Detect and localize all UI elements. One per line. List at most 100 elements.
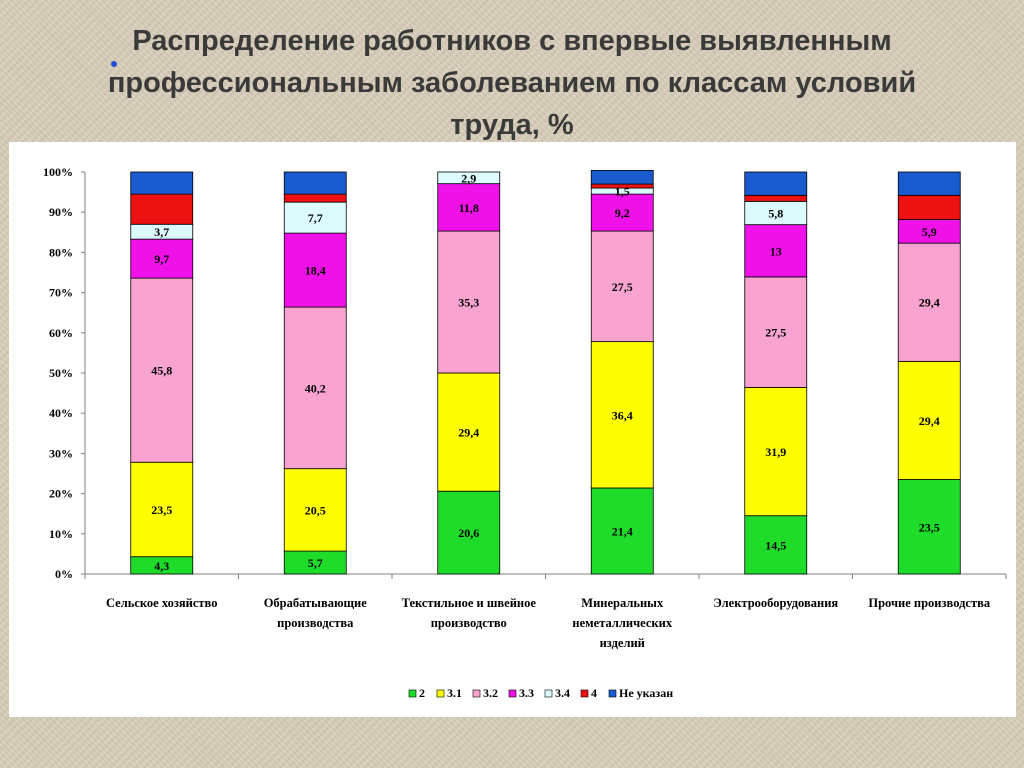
y-tick-label: 90% [49, 205, 73, 219]
data-label: 18,4 [305, 264, 326, 278]
legend-swatch [408, 689, 417, 698]
bar-segment [590, 193, 654, 232]
data-label: 14,5 [765, 538, 786, 552]
bar-segment [283, 306, 347, 470]
legend-entry-label: 3.1 [447, 686, 462, 700]
bar-segment [590, 230, 654, 343]
category-label: Обрабатывающие [264, 596, 368, 610]
data-label: 20,5 [305, 503, 326, 517]
data-label: 7,7 [308, 211, 323, 225]
category-label: производство [431, 616, 507, 630]
legend-entry-label: 4 [591, 686, 597, 700]
category-label: Прочие производства [868, 596, 990, 610]
data-label: 45,8 [151, 364, 172, 378]
bar-segment [130, 171, 194, 195]
bar-segment [744, 515, 808, 575]
data-label: 35,3 [458, 296, 479, 310]
bar-segment [744, 224, 808, 278]
data-label: 20,6 [458, 526, 479, 540]
y-tick-label: 100% [43, 165, 73, 179]
category-label: производства [277, 616, 354, 630]
data-label: 9,2 [615, 206, 630, 220]
data-label: 2,9 [461, 171, 476, 185]
data-label: 5,9 [922, 225, 937, 239]
category-label: Сельское хозяйство [106, 596, 217, 610]
bar-segment [283, 193, 347, 203]
bar-segment [130, 461, 194, 558]
bar-segment [130, 238, 194, 279]
data-label: 11,8 [459, 201, 479, 215]
data-label: 13 [770, 244, 782, 258]
category-label: Минеральных [581, 596, 664, 610]
bar-segment [744, 387, 808, 517]
y-tick-label: 30% [49, 446, 73, 460]
bar-segment [283, 201, 347, 234]
bar-segment [590, 341, 654, 489]
data-label: 3,7 [154, 225, 169, 239]
title-line-3: труда, % [450, 109, 574, 141]
chart-panel: 0% 10% 20% 30% 40% 50% 60% 70% 80% 90% 100% 4,3 23,5… [9, 142, 1016, 717]
bar-segment [744, 194, 808, 202]
data-label: 23,5 [151, 503, 172, 517]
category-label: неметаллических [572, 616, 672, 630]
legend-swatch [608, 689, 617, 698]
y-tick-label: 0% [55, 567, 73, 581]
data-label: 5,8 [768, 207, 783, 221]
y-tick-label: 70% [49, 286, 73, 300]
bar-segment [283, 468, 347, 552]
data-label: 21,4 [612, 524, 633, 538]
bar-segment [744, 276, 808, 388]
category-label: Электрооборудования [713, 596, 838, 610]
data-label: 36,4 [612, 408, 633, 422]
bar-segment [437, 230, 501, 374]
legend-entry-label: 3.4 [555, 686, 570, 700]
y-tick-label: 50% [49, 366, 73, 380]
data-label: 27,5 [612, 280, 633, 294]
title-line-2: профессиональным заболеванием по классам… [107, 67, 917, 99]
data-label: 31,9 [765, 445, 786, 459]
data-label: 29,4 [919, 296, 940, 310]
data-label: 40,2 [305, 381, 326, 395]
bar-segment [437, 183, 501, 232]
decorative-dot [111, 61, 117, 67]
bar-segment [897, 242, 961, 362]
category-label: Текстильное и швейное [402, 596, 537, 610]
title-line-1: Распределение работников с впервые выявл… [132, 25, 892, 57]
legend-entry-label: 3.2 [483, 686, 498, 700]
y-tick-label: 20% [49, 487, 73, 501]
category-label: изделий [600, 636, 645, 650]
legend-swatch [544, 689, 553, 698]
legend-swatch [472, 689, 481, 698]
bar-segment [130, 193, 194, 225]
y-tick-label: 40% [49, 406, 73, 420]
data-label: 29,4 [919, 414, 940, 428]
bar-segment [897, 360, 961, 480]
legend-swatch [436, 689, 445, 698]
data-label: 9,7 [154, 252, 169, 266]
bar-segment [744, 171, 808, 196]
data-label: 5,7 [308, 556, 323, 570]
stacked-bar-chart: 0% 10% 20% 30% 40% 50% 60% 70% 80% 90% 100% 4,3 23,5… [43, 165, 1007, 700]
y-tick-label: 10% [49, 527, 73, 541]
data-label: 29,4 [458, 426, 479, 440]
bar-segment [590, 183, 654, 189]
data-label: 4,3 [154, 559, 169, 573]
legend-swatch [508, 689, 517, 698]
bar-segment [590, 169, 654, 185]
y-tick-label: 80% [49, 245, 73, 259]
bar-segment [897, 171, 961, 196]
bar-segment [283, 171, 347, 195]
bar-segment [897, 194, 961, 220]
data-label: 27,5 [765, 326, 786, 340]
bar-segment [437, 490, 501, 575]
bar-segment [437, 171, 501, 185]
slide-title: Распределение работников с впервые выявл… [20, 20, 1004, 146]
bar-segment [130, 277, 194, 463]
y-tick-label: 60% [49, 326, 73, 340]
bar-segment [590, 487, 654, 575]
legend-swatch [580, 689, 589, 698]
legend-entry-label: 3.3 [519, 686, 534, 700]
legend-entry-label: 2 [419, 686, 425, 700]
legend-entry-label: Не указан [619, 686, 673, 700]
bar-segment [437, 372, 501, 492]
